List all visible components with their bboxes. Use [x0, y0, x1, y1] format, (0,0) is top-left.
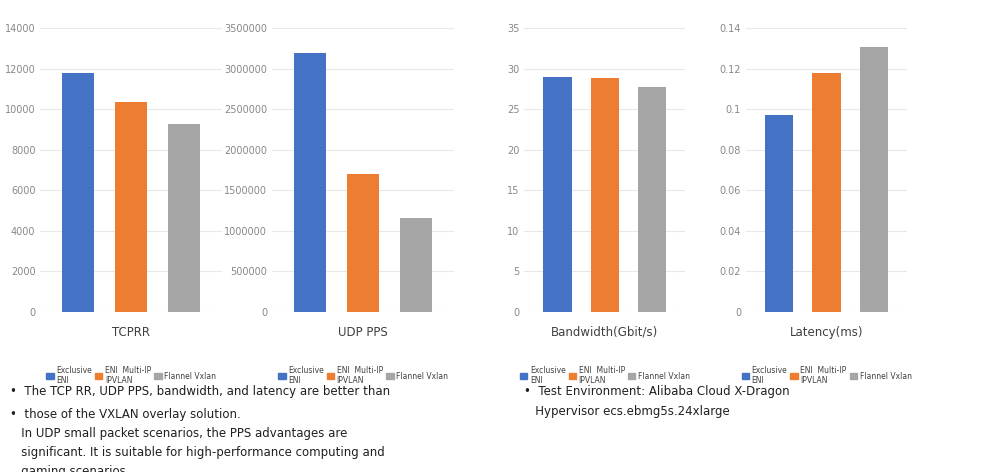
Bar	[591, 78, 619, 312]
Bar	[400, 219, 432, 312]
Bar	[347, 174, 379, 312]
Bar	[638, 86, 666, 312]
Legend: Exclusive
ENI, ENI  Multi-IP
IPVLAN, Flannel Vxlan: Exclusive ENI, ENI Multi-IP IPVLAN, Flan…	[43, 362, 219, 388]
Legend: Exclusive
ENI, ENI  Multi-IP
IPVLAN, Flannel Vxlan: Exclusive ENI, ENI Multi-IP IPVLAN, Flan…	[739, 362, 914, 388]
Text: •  those of the VXLAN overlay solution.
   In UDP small packet scenarios, the PP: • those of the VXLAN overlay solution. I…	[10, 408, 385, 472]
Bar	[812, 73, 841, 312]
Text: •  Test Environment: Alibaba Cloud X-Dragon
   Hypervisor ecs.ebmg5s.24xlarge: • Test Environment: Alibaba Cloud X-Drag…	[524, 385, 790, 418]
Bar	[61, 73, 94, 312]
Bar	[543, 77, 572, 312]
Bar	[168, 125, 201, 312]
Text: •  The TCP RR, UDP PPS, bandwidth, and latency are better than: • The TCP RR, UDP PPS, bandwidth, and la…	[10, 385, 390, 398]
Text: UDP PPS: UDP PPS	[338, 326, 388, 339]
Bar	[765, 115, 793, 312]
Legend: Exclusive
ENI, ENI  Multi-IP
IPVLAN, Flannel Vxlan: Exclusive ENI, ENI Multi-IP IPVLAN, Flan…	[517, 362, 692, 388]
Text: Latency(ms): Latency(ms)	[790, 326, 863, 339]
Legend: Exclusive
ENI, ENI  Multi-IP
IPVLAN, Flannel Vxlan: Exclusive ENI, ENI Multi-IP IPVLAN, Flan…	[275, 362, 451, 388]
Bar	[860, 47, 888, 312]
Text: TCPRR: TCPRR	[112, 326, 150, 339]
Bar	[293, 52, 326, 312]
Bar	[115, 102, 147, 312]
Text: Bandwidth(Gbit/s): Bandwidth(Gbit/s)	[551, 326, 658, 339]
